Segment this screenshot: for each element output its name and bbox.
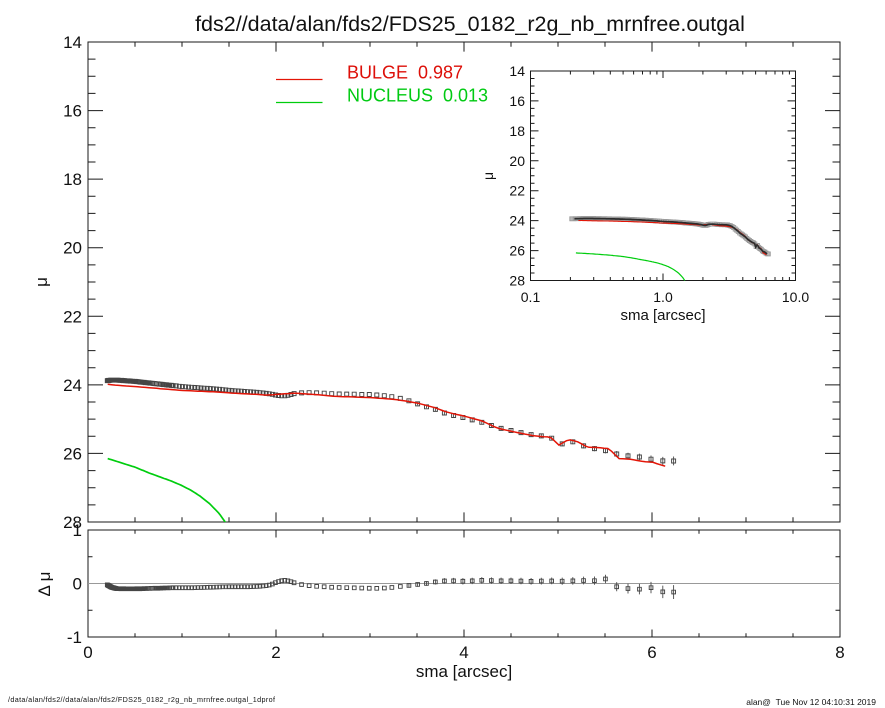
svg-text:alan@ Tue Nov 12 04:10:31 201: alan@ Tue Nov 12 04:10:31 2019: [746, 697, 876, 707]
svg-text:24: 24: [63, 376, 82, 395]
svg-text:2: 2: [271, 643, 280, 662]
svg-text:28: 28: [509, 273, 525, 289]
svg-text:6: 6: [647, 643, 656, 662]
svg-text:16: 16: [509, 93, 525, 109]
svg-text:fds2//data/alan/fds2/FDS25_018: fds2//data/alan/fds2/FDS25_0182_r2g_nb_m…: [195, 12, 745, 36]
svg-text:20: 20: [509, 153, 525, 169]
svg-text:0.1: 0.1: [521, 289, 541, 305]
svg-text:26: 26: [63, 444, 82, 463]
svg-text:24: 24: [509, 213, 525, 229]
svg-text:18: 18: [63, 170, 82, 189]
svg-text:sma [arcsec]: sma [arcsec]: [416, 662, 512, 681]
svg-text:26: 26: [509, 243, 525, 259]
svg-text:14: 14: [63, 33, 82, 52]
svg-text:8: 8: [835, 643, 844, 662]
svg-text:28: 28: [63, 513, 82, 532]
svg-text:μ: μ: [32, 277, 51, 287]
svg-text:10.0: 10.0: [782, 289, 809, 305]
svg-text:14: 14: [509, 63, 525, 79]
svg-text:/data/alan/fds2//data/alan/fds: /data/alan/fds2//data/alan/fds2/FDS25_01…: [8, 695, 275, 704]
svg-text:1.0: 1.0: [653, 289, 673, 305]
svg-text:NUCLEUS 0.013: NUCLEUS 0.013: [347, 86, 488, 106]
svg-text:22: 22: [63, 307, 82, 326]
svg-text:Δ μ: Δ μ: [35, 572, 54, 597]
svg-text:sma [arcsec]: sma [arcsec]: [620, 307, 705, 324]
svg-text:22: 22: [509, 183, 525, 199]
svg-text:20: 20: [63, 239, 82, 258]
svg-text:0: 0: [83, 643, 92, 662]
svg-text:-1: -1: [67, 628, 82, 647]
svg-text:BULGE 0.987: BULGE 0.987: [347, 63, 463, 83]
svg-text:18: 18: [509, 123, 525, 139]
svg-text:16: 16: [63, 102, 82, 121]
svg-text:1: 1: [73, 521, 82, 540]
svg-text:0: 0: [73, 575, 82, 594]
svg-text:μ: μ: [480, 172, 496, 180]
svg-text:4: 4: [459, 643, 468, 662]
